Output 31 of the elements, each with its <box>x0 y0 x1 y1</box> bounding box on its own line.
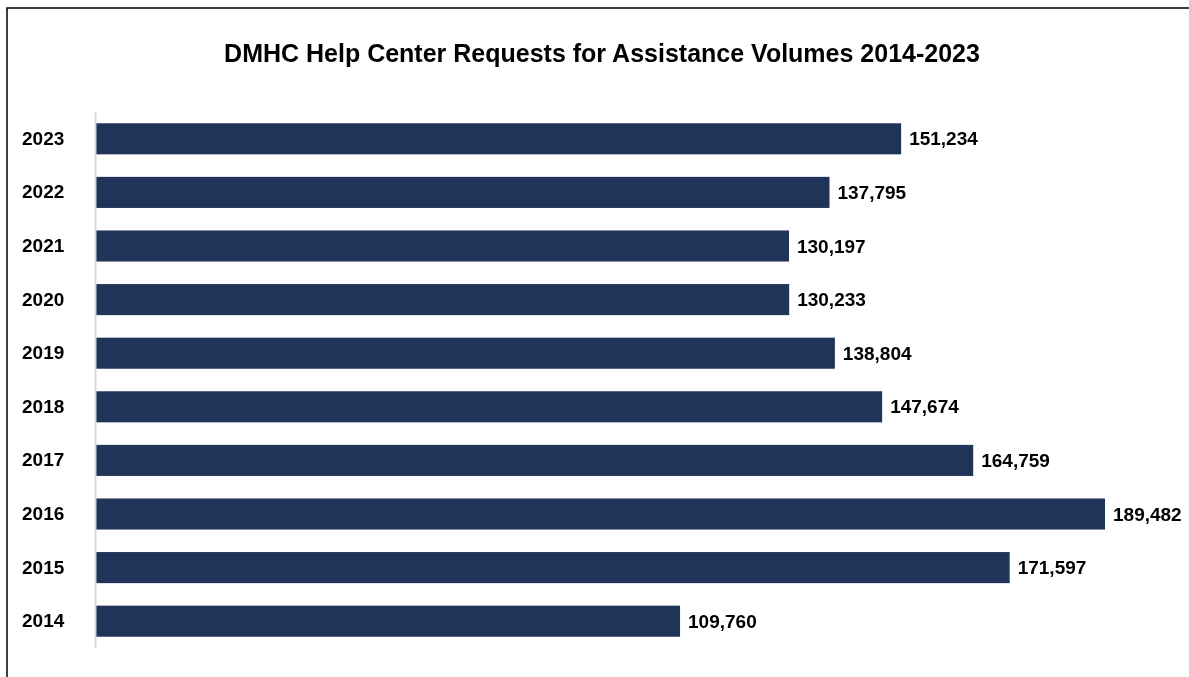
data-label: 164,759 <box>981 450 1050 472</box>
data-label: 130,233 <box>797 289 866 311</box>
data-label: 189,482 <box>1113 503 1182 525</box>
y-tick-label: 2014 <box>22 610 65 632</box>
bar <box>95 444 974 476</box>
bar <box>95 284 790 316</box>
chart-title: DMHC Help Center Requests for Assistance Volumes 2014-2023 <box>224 39 980 67</box>
bar <box>95 230 789 262</box>
bar <box>95 123 902 155</box>
y-tick-label: 2021 <box>22 235 65 257</box>
y-tick-label: 2023 <box>22 127 65 149</box>
data-label: 151,234 <box>909 128 979 150</box>
data-label: 109,760 <box>688 610 757 632</box>
bar <box>95 337 835 369</box>
bar <box>95 391 883 423</box>
bar <box>95 498 1105 530</box>
bar <box>95 176 830 208</box>
y-tick-label: 2018 <box>22 395 65 417</box>
data-label: 130,197 <box>796 235 866 257</box>
y-tick-label: 2020 <box>22 288 65 310</box>
y-tick-label: 2016 <box>22 503 65 525</box>
y-tick-label: 2019 <box>22 342 65 364</box>
bar <box>95 552 1010 584</box>
data-label: 147,674 <box>890 396 960 418</box>
data-label: 138,804 <box>842 342 912 364</box>
data-label: 137,795 <box>837 182 907 204</box>
y-tick-label: 2017 <box>22 449 65 471</box>
y-tick-label: 2015 <box>22 556 65 578</box>
data-label: 171,597 <box>1017 557 1087 579</box>
bar <box>95 605 681 637</box>
y-tick-label: 2022 <box>22 181 65 203</box>
